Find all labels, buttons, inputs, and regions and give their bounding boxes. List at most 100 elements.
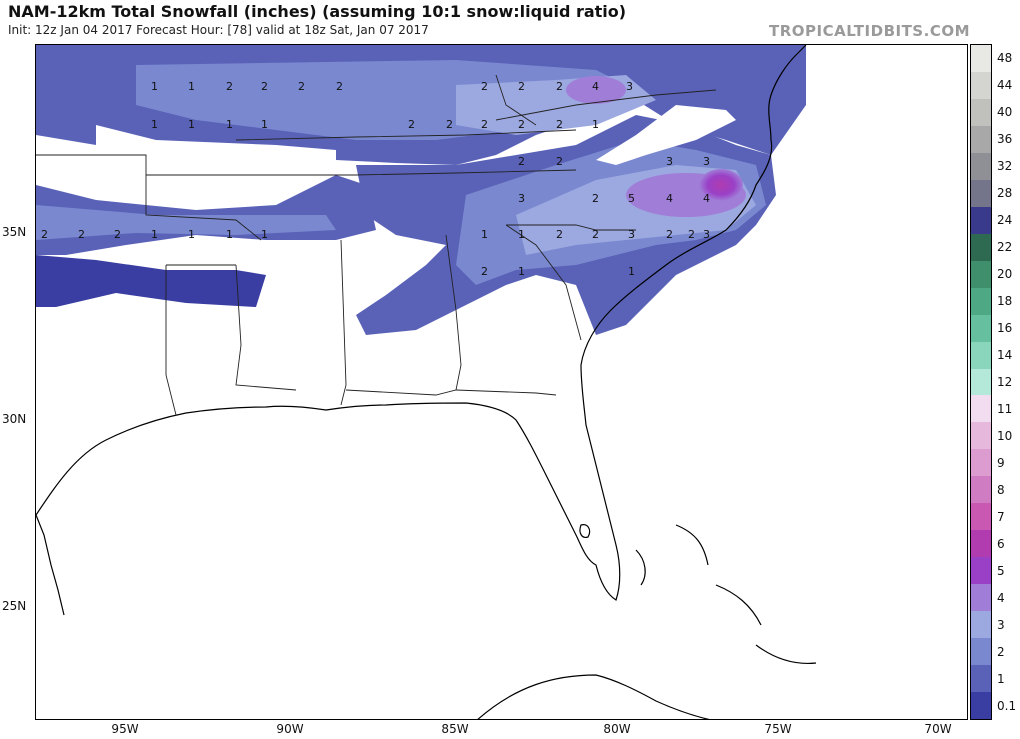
colorbar-label: 16 <box>997 321 1013 336</box>
contour-label: 2 <box>518 118 525 131</box>
contour-label: 2 <box>336 80 343 93</box>
contour-label: 1 <box>151 228 158 241</box>
border-ky-tn <box>235 129 577 141</box>
colorbar-label: 6 <box>997 536 1005 551</box>
border-wv <box>495 74 537 126</box>
colorbar-segment <box>971 125 991 154</box>
colorbar-label: 0.1 <box>997 698 1017 713</box>
colorbar-segment <box>971 395 991 423</box>
border-ms-al <box>340 239 347 406</box>
contour-label: 1 <box>151 80 158 93</box>
contour-label: 1 <box>261 118 268 131</box>
contour-label: 2 <box>556 80 563 93</box>
contour-label: 1 <box>518 265 525 278</box>
colorbar-label: 7 <box>997 509 1005 524</box>
border-tx-la <box>165 265 177 416</box>
contour-label: 3 <box>626 80 633 93</box>
contour-label: 2 <box>592 228 599 241</box>
border-al-ga <box>445 234 462 391</box>
colorbar-label: 40 <box>997 105 1013 120</box>
contour-label: 2 <box>78 228 85 241</box>
contour-label: 2 <box>226 80 233 93</box>
colorbar-segment <box>971 584 991 612</box>
contour-label: 4 <box>592 80 599 93</box>
colorbar <box>970 44 992 720</box>
snow-max-virginia <box>566 76 626 104</box>
contour-label: 4 <box>666 192 673 205</box>
bahamas-3 <box>715 584 762 626</box>
colorbar-label: 48 <box>997 51 1013 66</box>
border-va <box>495 89 717 121</box>
contour-label: 1 <box>592 118 599 131</box>
colorbar-segment <box>971 206 991 235</box>
contour-label: 3 <box>703 228 710 241</box>
colorbar-segment <box>971 287 991 316</box>
colorbar-segment <box>971 341 991 369</box>
snow-band-plains-2 <box>36 205 336 240</box>
border-nc-sc <box>506 224 636 231</box>
lon-label-95w: 95W <box>111 722 139 736</box>
colorbar-label: 2 <box>997 644 1005 659</box>
colorbar-label: 9 <box>997 455 1005 470</box>
contour-label: 3 <box>518 192 525 205</box>
map-subtitle: Init: 12z Jan 04 2017 Forecast Hour: [78… <box>8 23 429 37</box>
colorbar-segment <box>971 233 991 262</box>
contour-label: 1 <box>151 118 158 131</box>
lon-label-70w: 70W <box>924 722 952 736</box>
contour-labels: 1 1 2 2 2 2 2 2 2 4 3 1 1 1 1 2 2 2 2 2 … <box>41 80 710 278</box>
contour-label: 2 <box>688 228 695 241</box>
contour-label: 2 <box>481 265 488 278</box>
lon-label-75w: 75W <box>764 722 792 736</box>
colorbar-segment <box>971 260 991 289</box>
texas-coast <box>36 514 65 616</box>
colorbar-segment <box>971 71 991 100</box>
contour-label: 2 <box>481 118 488 131</box>
credit-watermark: TROPICALTIDBITS.COM <box>769 22 970 40</box>
colorbar-label: 1 <box>997 671 1005 686</box>
colorbar-label: 18 <box>997 294 1013 309</box>
contour-label: 3 <box>666 155 673 168</box>
contour-label: 2 <box>114 228 121 241</box>
contour-label: 1 <box>628 265 635 278</box>
snowfall-map[interactable]: 1 1 2 2 2 2 2 2 2 4 3 1 1 1 1 2 2 2 2 2 … <box>35 44 968 720</box>
contour-label: 2 <box>556 155 563 168</box>
colorbar-label: 5 <box>997 563 1005 578</box>
colorbar-label: 12 <box>997 375 1013 389</box>
snow-max-nc <box>699 169 743 201</box>
map-title: NAM-12km Total Snowfall (inches) (assumi… <box>8 2 627 21</box>
contour-label: 2 <box>446 118 453 131</box>
colorbar-segment <box>971 476 991 504</box>
colorbar-segment <box>971 503 991 531</box>
border-ga-sc <box>505 224 582 341</box>
fl-lake <box>579 524 591 538</box>
contour-label: 4 <box>703 192 710 205</box>
colorbar-segment <box>971 611 991 639</box>
contour-label: 3 <box>703 155 710 168</box>
colorbar-label: 44 <box>997 78 1013 93</box>
colorbar-segment <box>971 179 991 208</box>
colorbar-segment <box>971 692 991 720</box>
lon-label-80w: 80W <box>603 722 631 736</box>
contour-label: 1 <box>188 118 195 131</box>
contour-label: 1 <box>518 228 525 241</box>
bahamas-2 <box>675 524 709 566</box>
colorbar-segment <box>971 422 991 450</box>
contour-label: 2 <box>298 80 305 93</box>
contour-label: 2 <box>556 118 563 131</box>
coastline <box>36 45 817 719</box>
gulf-coastline <box>36 45 807 601</box>
colorbar-segment <box>971 314 991 343</box>
colorbar-label: 24 <box>997 213 1013 228</box>
colorbar-segment <box>971 530 991 558</box>
colorbar-segment <box>971 368 991 396</box>
colorbar-label: 3 <box>997 617 1005 632</box>
lon-label-85w: 85W <box>441 722 469 736</box>
contour-label: 2 <box>41 228 48 241</box>
contour-label: 2 <box>518 80 525 93</box>
contour-label: 2 <box>518 155 525 168</box>
colorbar-segment <box>971 152 991 181</box>
snow-band-texas <box>36 255 266 307</box>
colorbar-segment <box>971 638 991 666</box>
border-fl-ga <box>345 389 557 396</box>
contour-label: 2 <box>592 192 599 205</box>
